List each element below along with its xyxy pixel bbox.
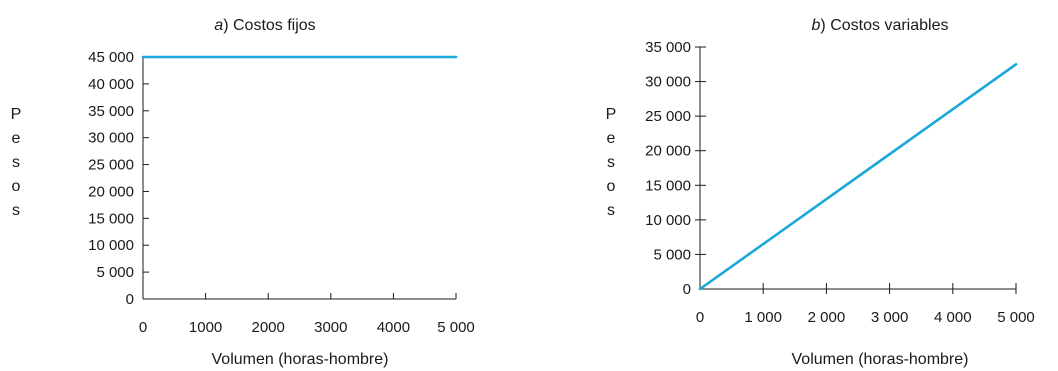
chart-title-text: Costos variables bbox=[830, 17, 948, 34]
series-line bbox=[698, 63, 1018, 291]
y-tick-label: 30 000 bbox=[88, 130, 134, 147]
y-tick-label: 35 000 bbox=[88, 103, 134, 120]
y-axis-ticks: 0 5 000 10 000 15 000 20 000 25 000 30 000 35 0… bbox=[645, 39, 706, 298]
y-axis-title-letter: s bbox=[607, 154, 615, 171]
chart-title: b) Costos variables bbox=[812, 17, 949, 34]
y-tick-label: 20 000 bbox=[88, 183, 134, 200]
y-tick-label: 10 000 bbox=[645, 212, 691, 229]
y-axis-title-letter: s bbox=[607, 202, 615, 219]
y-axis-title-letter: e bbox=[607, 130, 616, 147]
y-axis-title-letter: P bbox=[11, 106, 22, 123]
svg-text:a) Costos fijos: a) Costos fijos bbox=[214, 17, 315, 34]
x-axis-title: Volumen (horas-hombre) bbox=[792, 351, 969, 368]
y-tick-label: 25 000 bbox=[645, 108, 691, 125]
y-axis-title-letter: s bbox=[12, 202, 20, 219]
y-tick-label: 5 000 bbox=[96, 264, 134, 281]
y-tick-label: 15 000 bbox=[645, 177, 691, 194]
x-tick-label: 4 000 bbox=[934, 309, 972, 326]
y-axis-title-letter: o bbox=[12, 178, 21, 195]
x-tick-label: 3 000 bbox=[871, 309, 909, 326]
y-tick-label: 10 000 bbox=[88, 237, 134, 254]
y-axis-ticks: 0 5 000 10 000 15 000 20 000 25 000 30 000 35 0… bbox=[88, 49, 149, 308]
x-tick-label: 1 000 bbox=[744, 309, 782, 326]
series-lines bbox=[698, 63, 1018, 291]
x-tick-label: 2 000 bbox=[808, 309, 846, 326]
y-tick-label: 25 000 bbox=[88, 157, 134, 174]
axes bbox=[699, 47, 1016, 290]
svg-text:b) Costos variables: b) Costos variables bbox=[812, 17, 949, 34]
y-tick-label: 0 bbox=[126, 291, 134, 308]
y-tick-label: 40 000 bbox=[88, 76, 134, 93]
chart-title-prefix: a bbox=[214, 17, 223, 34]
y-tick-label: 20 000 bbox=[645, 143, 691, 160]
x-tick-label: 3000 bbox=[314, 319, 347, 336]
y-tick-label: 15 000 bbox=[88, 210, 134, 227]
chart-title: a) Costos fijos bbox=[214, 17, 315, 34]
y-tick-label: 0 bbox=[683, 281, 691, 298]
y-axis-title-letter: e bbox=[12, 130, 21, 147]
y-axis-title-letter: o bbox=[607, 178, 616, 195]
chart-title-prefix: b bbox=[812, 17, 821, 34]
y-axis-title-letter: s bbox=[12, 154, 20, 171]
x-axis-title: Volumen (horas-hombre) bbox=[212, 351, 389, 368]
x-axis-ticks: 0 1000 2000 3000 4000 5 000 bbox=[139, 293, 475, 336]
x-tick-label: 1000 bbox=[189, 319, 222, 336]
x-tick-label: 2000 bbox=[252, 319, 285, 336]
y-tick-label: 30 000 bbox=[645, 74, 691, 91]
x-tick-label: 5 000 bbox=[437, 319, 475, 336]
y-axis-title-letter: P bbox=[606, 106, 617, 123]
x-tick-label: 0 bbox=[139, 319, 147, 336]
y-tick-label: 45 000 bbox=[88, 49, 134, 66]
x-tick-label: 5 000 bbox=[997, 309, 1035, 326]
chart-title-text: Costos fijos bbox=[233, 17, 316, 34]
x-tick-label: 4000 bbox=[377, 319, 410, 336]
x-tick-label: 0 bbox=[696, 309, 704, 326]
axes bbox=[142, 57, 456, 300]
y-tick-label: 5 000 bbox=[653, 246, 691, 263]
y-tick-label: 35 000 bbox=[645, 39, 691, 56]
